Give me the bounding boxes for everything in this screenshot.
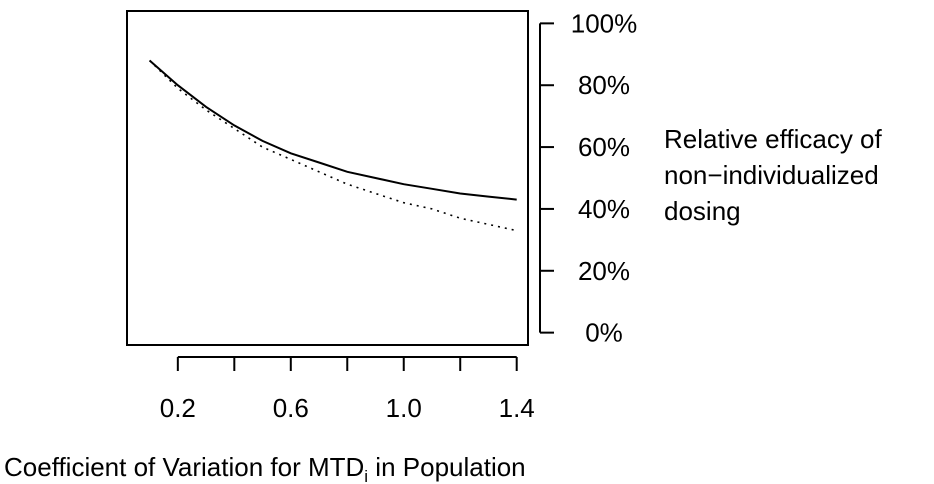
x-axis: 0.2 0.6 1.0 1.4 <box>160 356 535 423</box>
x-tick-label: 1.4 <box>499 393 535 423</box>
series-line-solid <box>148 59 517 201</box>
y-axis-label: Relative efficacy of non−individualized … <box>664 124 889 226</box>
y-tick-label: 100% <box>571 8 638 38</box>
y-tick-label: 80% <box>578 70 630 100</box>
y-tick-label: 0% <box>585 318 623 348</box>
y-tick-label: 60% <box>578 132 630 162</box>
x-tick-label: 0.2 <box>160 393 196 423</box>
y-axis-label-line-1: Relative efficacy of <box>664 124 883 154</box>
y-tick-label: 40% <box>578 194 630 224</box>
x-tick-label: 0.6 <box>273 393 309 423</box>
series-layer <box>148 59 517 232</box>
y-axis-label-line-2: non−individualized <box>664 160 879 190</box>
plot-frame <box>126 10 529 346</box>
series-line-dotted <box>149 59 517 232</box>
y-axis: 0% 20% 40% 60% 80% 100% <box>539 8 638 348</box>
x-axis-label-main: Coefficient of Variation for MTD <box>4 452 364 482</box>
x-axis-label-tail: in Population <box>368 452 526 482</box>
x-axis-label: Coefficient of Variation for MTDi in Pop… <box>4 452 526 484</box>
x-tick-label: 1.0 <box>386 393 422 423</box>
y-axis-label-line-3: dosing <box>664 196 741 226</box>
x-axis-label-subscript: i <box>364 467 368 484</box>
y-tick-label: 20% <box>578 256 630 286</box>
